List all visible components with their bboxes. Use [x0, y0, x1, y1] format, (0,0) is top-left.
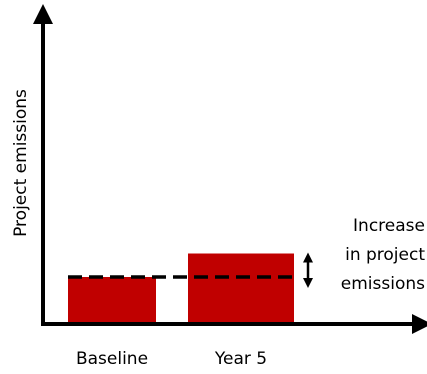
bar-baseline — [68, 277, 156, 324]
annotation-line: Increase — [353, 216, 425, 236]
x-tick-label: Year 5 — [214, 349, 267, 369]
bar-year-5 — [188, 254, 294, 325]
x-tick-label: Baseline — [76, 349, 148, 369]
annotation-line: in project — [345, 245, 425, 265]
y-axis-label: Project emissions — [11, 89, 31, 237]
x-tick-labels: Baseline Year 5 — [76, 349, 267, 369]
bars-layer — [68, 254, 294, 325]
increase-annotation: Increase in project emissions — [341, 216, 426, 294]
annotation-line: emissions — [341, 274, 425, 294]
